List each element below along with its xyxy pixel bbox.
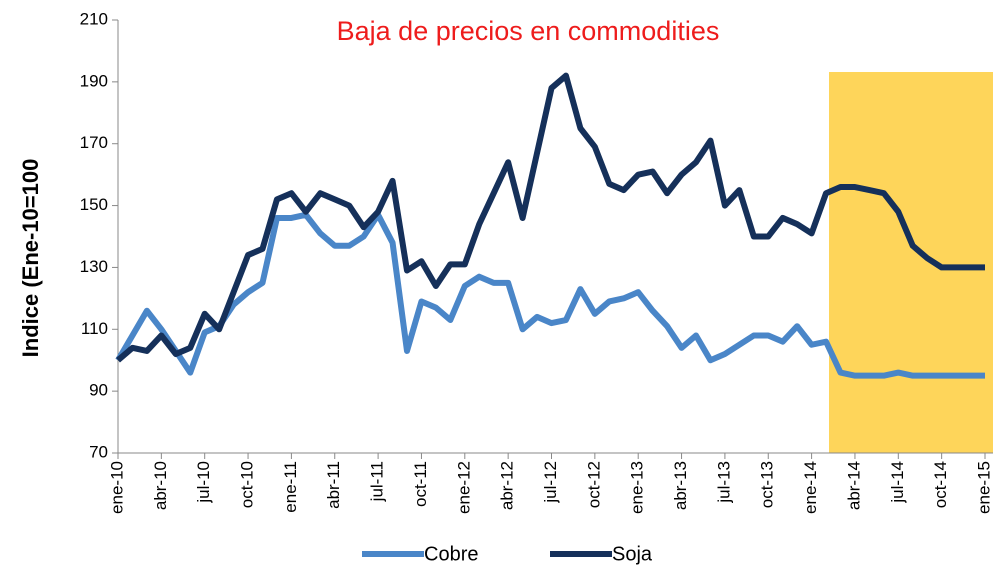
y-axis-label: Indice (Ene-10=100 bbox=[18, 159, 43, 358]
x-tick-label: oct-13 bbox=[758, 461, 777, 508]
x-tick-label: jul-13 bbox=[714, 461, 733, 504]
x-tick-label: jul-10 bbox=[194, 461, 213, 504]
x-tick-label: ene-10 bbox=[107, 461, 126, 514]
series-line bbox=[115, 211, 985, 379]
legend-label: Cobre bbox=[424, 543, 478, 565]
y-tick-label: 150 bbox=[80, 195, 108, 214]
x-tick-label: abr-13 bbox=[671, 461, 690, 510]
x-tick-label: oct-12 bbox=[584, 461, 603, 508]
y-tick-label: 70 bbox=[89, 442, 108, 461]
legend-label: Soja bbox=[612, 543, 653, 565]
series-line bbox=[116, 72, 985, 363]
x-tick-label: jul-12 bbox=[541, 461, 560, 504]
x-tick-label: abr-14 bbox=[844, 461, 863, 510]
x-tick-label: jul-14 bbox=[888, 461, 907, 504]
chart-title: Baja de precios en commodities bbox=[337, 16, 720, 46]
x-tick-label: ene-15 bbox=[974, 461, 993, 514]
x-tick-label: ene-14 bbox=[801, 461, 820, 514]
y-tick-label: 90 bbox=[89, 381, 108, 400]
y-tick-label: 130 bbox=[80, 257, 108, 276]
x-tick-label: oct-10 bbox=[238, 461, 257, 508]
x-tick-label: jul-11 bbox=[368, 461, 387, 502]
y-tick-label: 190 bbox=[80, 71, 108, 90]
y-tick-label: 170 bbox=[80, 133, 108, 152]
x-tick-label: abr-11 bbox=[324, 461, 343, 509]
x-tick-label: oct-11 bbox=[411, 461, 430, 507]
x-tick-label: abr-12 bbox=[498, 461, 517, 510]
highlight-region bbox=[829, 72, 993, 453]
x-tick-label: ene-12 bbox=[454, 461, 473, 514]
y-tick-label: 210 bbox=[80, 9, 108, 28]
y-tick-label: 110 bbox=[81, 319, 108, 338]
x-tick-label: ene-11 bbox=[281, 461, 300, 513]
x-tick-label: ene-13 bbox=[628, 461, 647, 514]
x-tick-label: abr-10 bbox=[151, 461, 170, 510]
x-tick-label: oct-14 bbox=[931, 461, 950, 508]
